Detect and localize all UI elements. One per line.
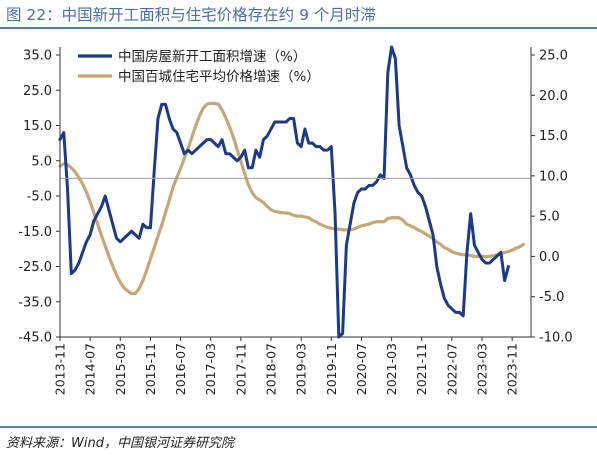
y-left-tick-label: -45.0 xyxy=(18,331,52,346)
x-tick-label: 2019-03 xyxy=(294,343,309,395)
y-right-tick-label: 25.0 xyxy=(539,49,568,64)
title-rule xyxy=(0,27,597,29)
x-tick-label: 2018-07 xyxy=(264,343,279,395)
chart-legend: 中国房屋新开工面积增速（%） 中国百城住宅平均价格增速（%） xyxy=(78,49,320,85)
y-left-tick-label: 5.0 xyxy=(31,154,52,169)
series-line-2 xyxy=(58,101,526,296)
plot-lines xyxy=(58,45,526,339)
x-tick-label: 2022-07 xyxy=(444,343,459,395)
x-tick-label: 2015-03 xyxy=(113,343,128,395)
axes: 35.025.015.05.0-5.0-15.0-25.0-35.0-45.02… xyxy=(18,47,573,395)
source-note: 资料来源：Wind，中国银河证券研究院 xyxy=(6,436,234,451)
legend-label-2: 中国百城住宅平均价格增速（%） xyxy=(118,69,320,85)
x-tick-label: 2023-11 xyxy=(505,343,520,395)
x-tick-label: 2015-11 xyxy=(143,343,158,395)
x-tick-label: 2019-11 xyxy=(324,343,339,395)
x-tick-label: 2013-11 xyxy=(53,343,68,395)
x-tick-label: 2017-03 xyxy=(203,343,218,395)
y-left-tick-label: 25.0 xyxy=(23,84,52,99)
y-right-tick-label: 20.0 xyxy=(539,89,568,104)
x-tick-label: 2017-11 xyxy=(233,343,248,395)
y-right-tick-label: -10.0 xyxy=(539,331,573,346)
x-tick-label: 2014-07 xyxy=(83,343,98,395)
y-right-tick-label: 10.0 xyxy=(539,169,568,184)
y-right-tick-label: 5.0 xyxy=(539,210,560,225)
y-left-tick-label: -25.0 xyxy=(18,260,52,275)
y-left-tick-label: -15.0 xyxy=(18,225,52,240)
y-left-tick-label: 35.0 xyxy=(23,49,52,64)
series-line-1 xyxy=(58,45,510,339)
x-tick-label: 2023-03 xyxy=(475,343,490,395)
y-right-tick-label: -5.0 xyxy=(539,290,564,305)
legend-label-1: 中国房屋新开工面积增速（%） xyxy=(118,49,306,65)
y-left-tick-label: -5.0 xyxy=(27,190,52,205)
y-right-tick-label: 15.0 xyxy=(539,129,568,144)
x-tick-label: 2021-03 xyxy=(384,343,399,395)
source-rule xyxy=(0,426,597,428)
chart-figure-title: 图 22：中国新开工面积与住宅价格存在约 9 个月时滞 xyxy=(6,6,376,24)
x-tick-label: 2020-07 xyxy=(354,343,369,395)
y-right-tick-label: 0.0 xyxy=(539,250,560,265)
x-tick-label: 2021-11 xyxy=(414,343,429,395)
x-tick-label: 2016-07 xyxy=(173,343,188,395)
y-left-tick-label: -35.0 xyxy=(18,295,52,310)
y-left-tick-label: 15.0 xyxy=(23,119,52,134)
